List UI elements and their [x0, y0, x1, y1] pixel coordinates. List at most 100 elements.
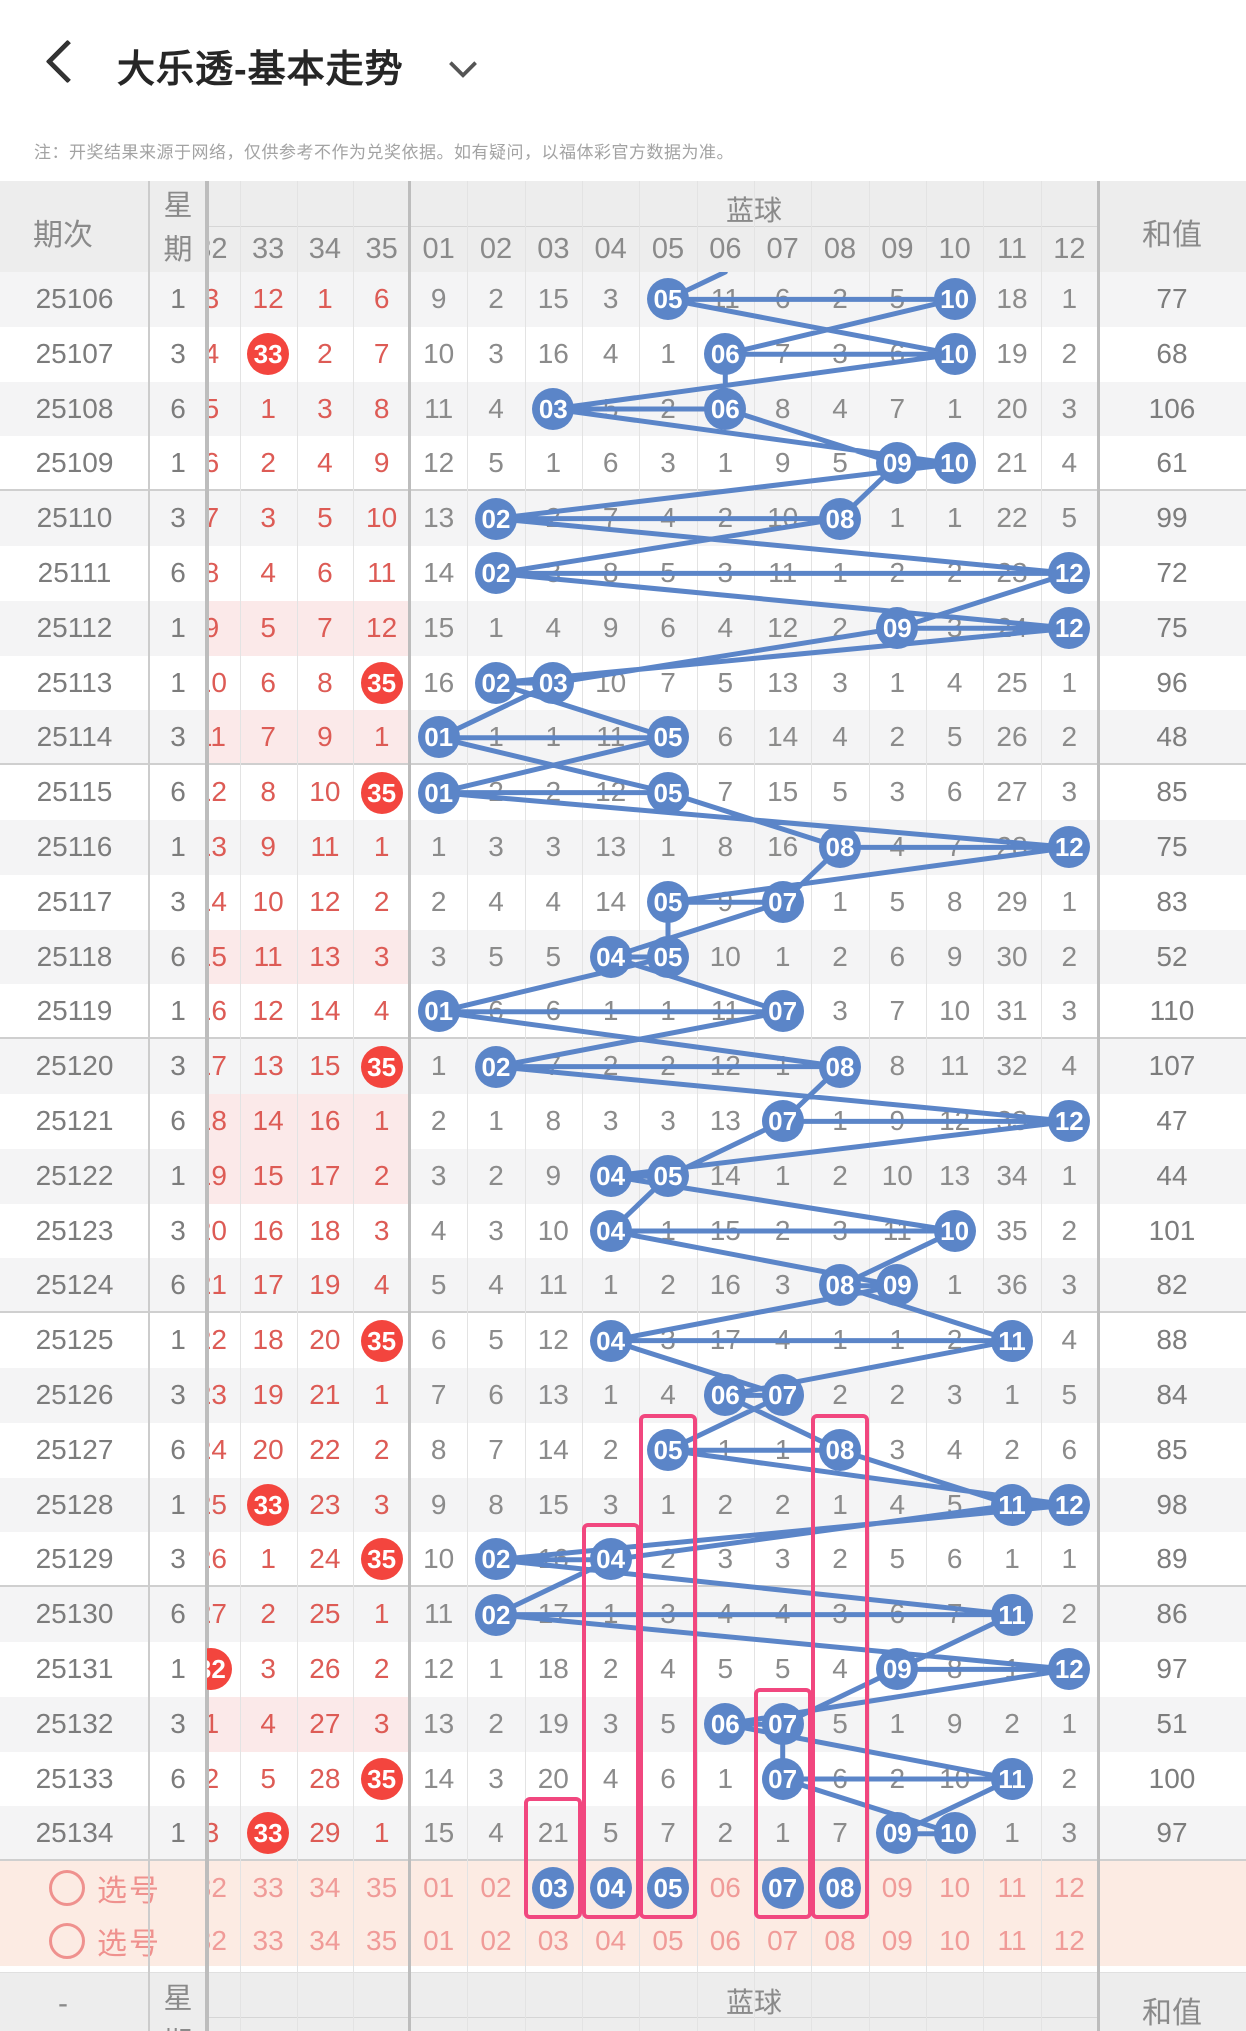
pick-number-cell[interactable]: 06: [709, 1872, 741, 1903]
pick-number-cell[interactable]: 08: [811, 1861, 868, 1914]
pick-number-cell[interactable]: 06: [709, 1925, 741, 1956]
blue-cell: 3: [1061, 1269, 1078, 1301]
pick-number-cell[interactable]: 08: [824, 1925, 856, 1956]
blue-cell: 8: [602, 557, 619, 588]
red-miss-cell[interactable]: 34: [309, 1872, 341, 1903]
pick-number-cell[interactable]: 01: [423, 1872, 455, 1903]
pick-number-cell[interactable]: 01: [423, 1925, 455, 1956]
pick-number-cell[interactable]: 04: [595, 1925, 627, 1956]
blue-ball: 06: [704, 1374, 747, 1417]
period-cell: 25106: [35, 283, 114, 314]
red-miss-cell[interactable]: 33: [252, 1872, 284, 1903]
data-row: 25131 1 32 3 26 2 12 1 18 2 4 5 5 4 09 8 1 12 97: [0, 1642, 1246, 1697]
pick-radio-button[interactable]: [49, 1922, 85, 1959]
sum-cell: 44: [1156, 1159, 1188, 1191]
red-miss-cell: 33: [240, 1806, 297, 1859]
blue-cell: 2: [488, 283, 504, 314]
data-row: 25125122182035651204317411211488: [0, 1313, 1246, 1368]
red-zone-inner: 25 33 23 3: [207, 1478, 410, 1533]
red-zone-inner: 32 3 26 2: [207, 1642, 410, 1697]
blue-cell: 3: [717, 1543, 734, 1575]
blue-ball: 10: [933, 441, 976, 484]
blue-cell: 2: [832, 611, 848, 643]
blue-col-header: 05: [639, 2017, 696, 2031]
red-miss-cell: 21: [207, 1269, 227, 1301]
blue-cell: 15: [423, 1817, 455, 1849]
red-zone-inner: 4 33 2 7: [207, 327, 410, 382]
blue-cell: 9: [430, 283, 447, 314]
pick-number-cell[interactable]: 02: [480, 1925, 512, 1956]
pick-number-cell[interactable]: 12: [1053, 1872, 1085, 1903]
period-cell: 25107: [35, 337, 114, 369]
blue-cell: 1: [774, 940, 791, 972]
blue-col-header: 11: [983, 2017, 1040, 2031]
pick-number-cell[interactable]: 05: [639, 1861, 696, 1914]
sum-cell: 100: [1148, 1762, 1196, 1794]
pick-number-cell[interactable]: 05: [652, 1925, 684, 1956]
red-zone-inner: 1 4 27 3: [207, 1697, 410, 1752]
pick-radio-button[interactable]: [49, 1869, 85, 1906]
blue-cell: 1: [946, 1269, 963, 1301]
week-cell: 3: [170, 1050, 186, 1082]
red-miss-cell[interactable]: 32: [207, 1925, 227, 1956]
blue-cell: 06: [697, 382, 754, 437]
pick-number-cell[interactable]: 07: [767, 1925, 799, 1956]
blue-cell: 6: [946, 776, 963, 808]
blue-col-header: 06: [709, 233, 742, 265]
pick-number-cell[interactable]: 07: [754, 1861, 811, 1914]
week-cell: 6: [170, 392, 186, 424]
blue-cell: 08: [811, 1039, 868, 1094]
blue-ball: 05: [646, 771, 689, 814]
blue-cell: 2: [889, 1762, 906, 1794]
red-miss-cell[interactable]: 34: [309, 1925, 341, 1956]
blue-cell: 16: [537, 1543, 569, 1575]
pick-number-cell[interactable]: 03: [525, 1861, 582, 1914]
pick-number-cell[interactable]: 04: [582, 1861, 639, 1914]
red-zone-inner: 32 33 34 35: [207, 1914, 410, 1967]
pick-row-2: 选号 32 33 34 35 01 02 03 04 05 06 07 08 09 10 11 12: [0, 1914, 1246, 1967]
week-cell: 3: [170, 1543, 186, 1575]
red-miss-cell: 3: [373, 1214, 390, 1246]
red-miss-cell: 1: [373, 1598, 390, 1630]
blue-cell: 19: [537, 1707, 569, 1739]
pick-number-cell[interactable]: 10: [939, 1872, 971, 1903]
red-miss-cell: 22: [309, 1433, 341, 1465]
red-miss-cell: 1: [317, 283, 333, 314]
pick-number-cell[interactable]: 11: [997, 1925, 1027, 1956]
pick-number-cell[interactable]: 02: [480, 1872, 512, 1903]
back-button[interactable]: [44, 40, 80, 84]
blue-ball: 12: [1048, 826, 1091, 869]
blue-cell: 15: [767, 776, 799, 808]
pick-number-cell[interactable]: 10: [939, 1925, 971, 1956]
pick-number-cell[interactable]: 11: [997, 1872, 1027, 1903]
pick-number-cell[interactable]: 12: [1053, 1925, 1085, 1956]
pick-number-cell[interactable]: 03: [537, 1925, 569, 1956]
red-miss-cell: 32: [207, 1642, 240, 1697]
red-miss-cell[interactable]: 33: [252, 1925, 284, 1956]
title-dropdown-button[interactable]: [449, 52, 479, 74]
blue-ball: 07: [761, 989, 804, 1032]
pick-number-cell[interactable]: 09: [881, 1872, 913, 1903]
blue-cell: 12: [939, 1105, 971, 1136]
red-miss-cell[interactable]: 35: [366, 1872, 398, 1903]
red-miss-cell: 3: [260, 1653, 276, 1684]
red-ball: 33: [247, 333, 290, 376]
pick-number-cell[interactable]: 09: [881, 1925, 913, 1956]
blue-cell: 03: [525, 656, 582, 711]
red-miss-cell[interactable]: 32: [207, 1872, 227, 1903]
red-zone: 14 10 12 2: [207, 875, 410, 930]
blue-cell: 12: [595, 776, 627, 808]
red-miss-cell[interactable]: 35: [366, 1925, 398, 1956]
blue-cell: 04: [582, 1313, 639, 1368]
blue-cell: 10: [537, 1214, 569, 1246]
bottom-sum-header: 和值: [1142, 1997, 1202, 2030]
period-cell: 25127: [35, 1433, 114, 1465]
blue-cell: 2: [889, 1379, 906, 1410]
period-cell: 25108: [35, 392, 114, 424]
week-cell: 1: [170, 1488, 186, 1520]
blue-cell: 12: [1041, 1478, 1098, 1533]
red-ball: 35: [360, 771, 403, 814]
red-miss-cell: 23: [309, 1488, 341, 1520]
blue-cell: 5: [832, 1707, 848, 1739]
sum-header: 和值: [1142, 219, 1202, 252]
